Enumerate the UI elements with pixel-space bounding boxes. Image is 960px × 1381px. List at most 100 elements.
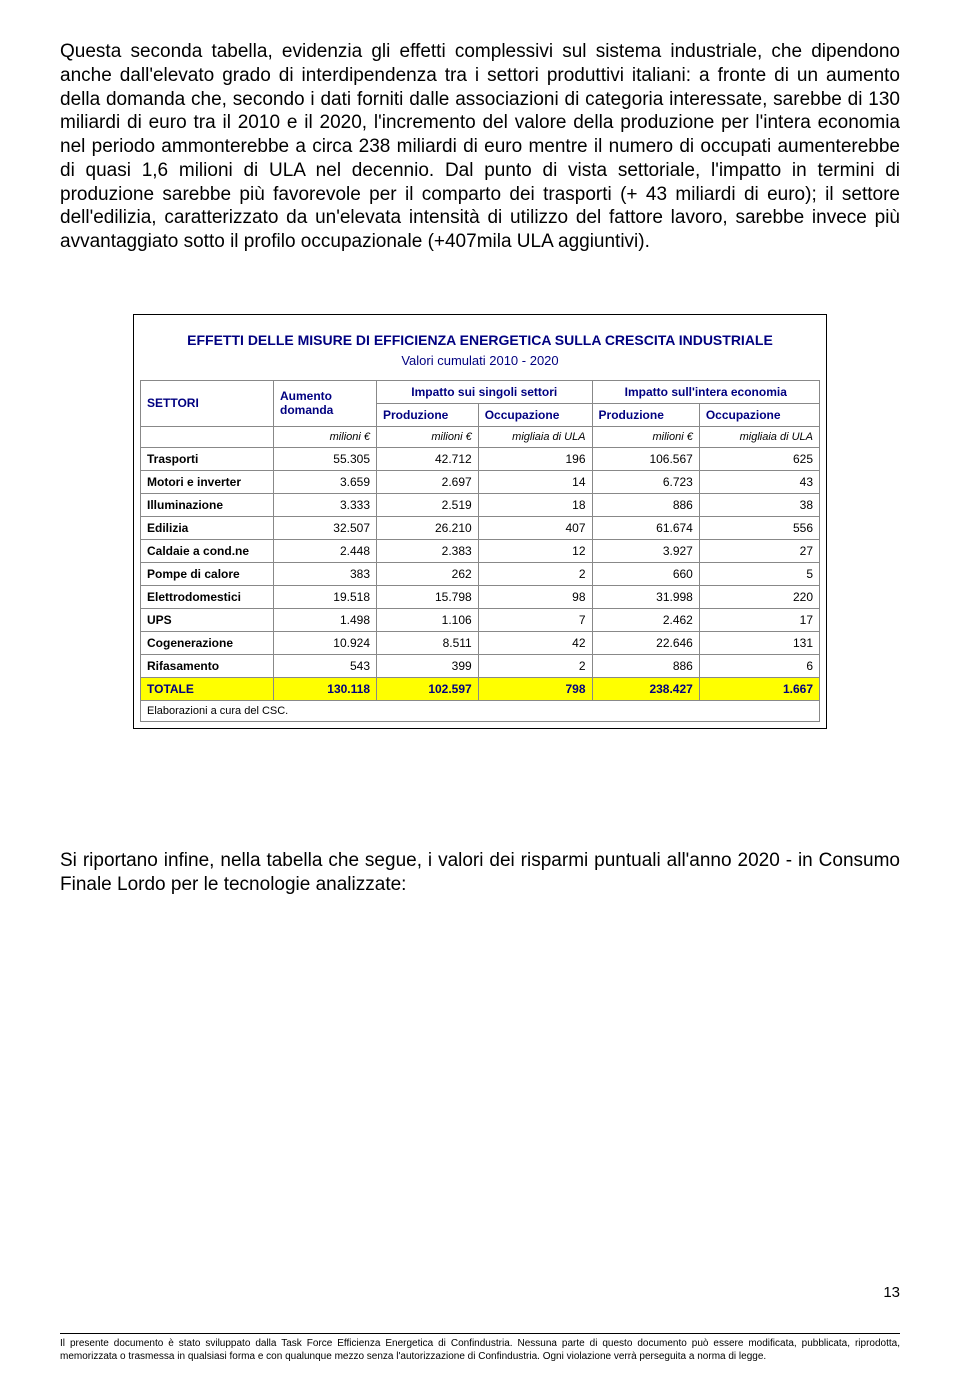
data-cell: 31.998: [592, 585, 699, 608]
body-paragraph-2: Si riportano infine, nella tabella che s…: [60, 849, 900, 897]
table-row: UPS1.4981.10672.46217: [141, 608, 820, 631]
unit-cell: milioni €: [377, 426, 479, 447]
data-cell: 32.507: [274, 516, 377, 539]
data-cell: 12: [478, 539, 592, 562]
data-cell: 399: [377, 654, 479, 677]
col-header-sector: SETTORI: [141, 380, 274, 426]
table-header-row-1: SETTORI Aumento domanda Impatto sui sing…: [141, 380, 820, 403]
data-cell: 3.333: [274, 493, 377, 516]
unit-cell: milioni €: [274, 426, 377, 447]
table-row: Illuminazione3.3332.5191888638: [141, 493, 820, 516]
total-cell: 102.597: [377, 677, 479, 700]
col-header-occ-1: Occupazione: [478, 403, 592, 426]
col-header-prod-2: Produzione: [592, 403, 699, 426]
data-cell: 26.210: [377, 516, 479, 539]
data-cell: 131: [699, 631, 819, 654]
table-footnote-row: Elaborazioni a cura del CSC.: [141, 700, 820, 721]
table-row: Trasporti55.30542.712196106.567625: [141, 447, 820, 470]
page-number: 13: [883, 1284, 900, 1301]
data-cell: 2.383: [377, 539, 479, 562]
data-cell: 38: [699, 493, 819, 516]
data-cell: 3.927: [592, 539, 699, 562]
data-cell: 55.305: [274, 447, 377, 470]
data-cell: 886: [592, 654, 699, 677]
data-cell: 8.511: [377, 631, 479, 654]
row-label: Caldaie a cond.ne: [141, 539, 274, 562]
data-cell: 886: [592, 493, 699, 516]
data-cell: 3.659: [274, 470, 377, 493]
effects-table: SETTORI Aumento domanda Impatto sui sing…: [140, 380, 820, 722]
data-cell: 6.723: [592, 470, 699, 493]
data-cell: 27: [699, 539, 819, 562]
data-cell: 14: [478, 470, 592, 493]
row-label: UPS: [141, 608, 274, 631]
data-cell: 5: [699, 562, 819, 585]
total-cell: 130.118: [274, 677, 377, 700]
table-row: Rifasamento54339928866: [141, 654, 820, 677]
unit-cell: migliaia di ULA: [699, 426, 819, 447]
table-row: Cogenerazione10.9248.5114222.646131: [141, 631, 820, 654]
row-label: Illuminazione: [141, 493, 274, 516]
data-cell: 2.519: [377, 493, 479, 516]
table-footnote: Elaborazioni a cura del CSC.: [141, 700, 820, 721]
row-label: Cogenerazione: [141, 631, 274, 654]
data-cell: 196: [478, 447, 592, 470]
row-label: Pompe di calore: [141, 562, 274, 585]
effects-table-container: EFFETTI DELLE MISURE DI EFFICIENZA ENERG…: [133, 314, 827, 729]
total-label: TOTALE: [141, 677, 274, 700]
data-cell: 262: [377, 562, 479, 585]
col-header-group-economy: Impatto sull'intera economia: [592, 380, 819, 403]
data-cell: 42: [478, 631, 592, 654]
data-cell: 2: [478, 562, 592, 585]
data-cell: 19.518: [274, 585, 377, 608]
col-header-group-sectors: Impatto sui singoli settori: [377, 380, 593, 403]
row-label: Rifasamento: [141, 654, 274, 677]
data-cell: 43: [699, 470, 819, 493]
total-cell: 1.667: [699, 677, 819, 700]
data-cell: 625: [699, 447, 819, 470]
data-cell: 556: [699, 516, 819, 539]
data-cell: 2.462: [592, 608, 699, 631]
data-cell: 106.567: [592, 447, 699, 470]
data-cell: 6: [699, 654, 819, 677]
data-cell: 543: [274, 654, 377, 677]
col-header-aumento: Aumento domanda: [274, 380, 377, 426]
data-cell: 2.448: [274, 539, 377, 562]
table-row: Pompe di calore38326226605: [141, 562, 820, 585]
data-cell: 2.697: [377, 470, 479, 493]
data-cell: 407: [478, 516, 592, 539]
total-cell: 238.427: [592, 677, 699, 700]
table-total-row: TOTALE 130.118 102.597 798 238.427 1.667: [141, 677, 820, 700]
table-row: Edilizia32.50726.21040761.674556: [141, 516, 820, 539]
data-cell: 660: [592, 562, 699, 585]
data-cell: 7: [478, 608, 592, 631]
table-row: Motori e inverter3.6592.697146.72343: [141, 470, 820, 493]
row-label: Motori e inverter: [141, 470, 274, 493]
data-cell: 10.924: [274, 631, 377, 654]
data-cell: 383: [274, 562, 377, 585]
data-cell: 42.712: [377, 447, 479, 470]
body-paragraph-1: Questa seconda tabella, evidenzia gli ef…: [60, 40, 900, 254]
data-cell: 17: [699, 608, 819, 631]
data-cell: 1.498: [274, 608, 377, 631]
data-cell: 1.106: [377, 608, 479, 631]
row-label: Edilizia: [141, 516, 274, 539]
data-cell: 15.798: [377, 585, 479, 608]
data-cell: 61.674: [592, 516, 699, 539]
data-cell: 220: [699, 585, 819, 608]
unit-cell: migliaia di ULA: [478, 426, 592, 447]
total-cell: 798: [478, 677, 592, 700]
data-cell: 98: [478, 585, 592, 608]
col-header-occ-2: Occupazione: [699, 403, 819, 426]
table-row: Caldaie a cond.ne2.4482.383123.92727: [141, 539, 820, 562]
unit-cell: milioni €: [592, 426, 699, 447]
table-row: Elettrodomestici19.51815.7989831.998220: [141, 585, 820, 608]
row-label: Trasporti: [141, 447, 274, 470]
footer-disclaimer: Il presente documento è stato sviluppato…: [60, 1333, 900, 1363]
table-subtitle: Valori cumulati 2010 - 2020: [140, 353, 820, 380]
row-label: Elettrodomestici: [141, 585, 274, 608]
table-title: EFFETTI DELLE MISURE DI EFFICIENZA ENERG…: [140, 321, 820, 353]
data-cell: 18: [478, 493, 592, 516]
data-cell: 22.646: [592, 631, 699, 654]
data-cell: 2: [478, 654, 592, 677]
